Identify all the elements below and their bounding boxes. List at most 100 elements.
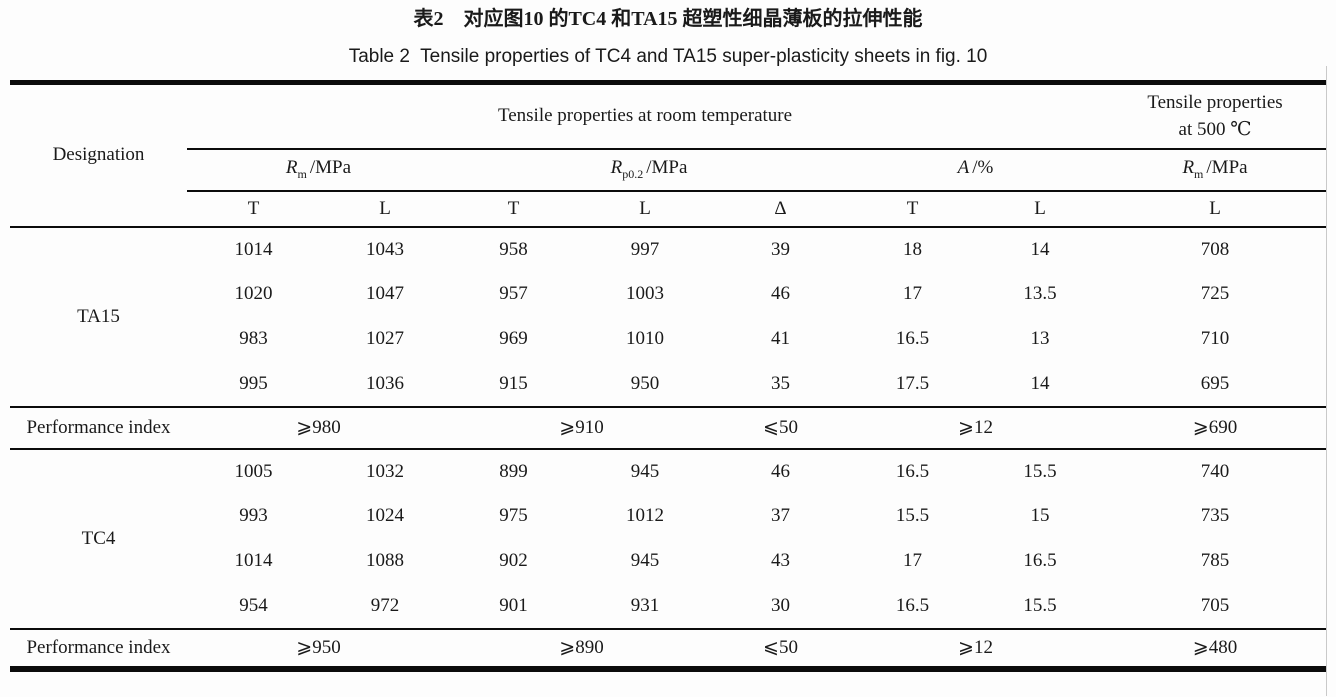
col-header-direction: L [639,197,651,219]
data-cell: 16.5 [895,328,930,349]
data-cell: 997 [630,238,660,260]
tc4-performance-index-row: Performance index ⩾950 ⩾890 ⩽50 ⩾12 ⩾480 [10,629,1327,669]
data-cell: 710 [1200,328,1230,349]
data-cell: 957 [499,283,528,304]
data-cell: 16.5 [895,594,930,616]
data-cell: 46 [771,460,790,482]
data-cell: 46 [771,283,790,304]
data-cell: 41 [771,328,790,349]
col-group-500c: Tensile properties at 500 ℃ [1103,82,1328,150]
quantity-subscript: m [1194,166,1204,181]
table-row: 1014 1088 902 945 43 17 16.5 785 [10,539,1327,584]
performance-index-label: Performance index [26,416,171,438]
table-row: TA15 1014 1043 958 997 39 18 14 708 [10,227,1327,327]
quantity-unit: /MPa [1206,157,1248,179]
data-cell: 1003 [626,283,664,304]
data-cell: 17 [903,550,922,571]
data-cell: 915 [499,372,528,394]
data-cell: 30 [771,594,790,616]
data-cell: 43 [771,550,790,571]
data-cell: 15.5 [1023,594,1057,616]
data-cell: 35 [771,372,790,394]
data-cell: 1010 [626,328,664,349]
page: { "titles": { "zh": "表2 对应图10 的TC4 和TA15… [0,6,1336,697]
data-cell: 1020 [234,283,273,304]
table-header: Designation Tensile properties at room t… [10,82,1328,227]
performance-index-value: ⩾690 [1192,417,1238,438]
performance-index-value: ⩾980 [296,417,341,438]
performance-index-value: ⩽50 [763,417,798,438]
data-cell: 708 [1200,238,1230,260]
table-row: 995 1036 915 950 35 17.5 14 695 [10,362,1327,407]
col-header-designation: Designation [52,144,145,166]
table-title-chinese: 表2 对应图10 的TC4 和TA15 超塑性细晶薄板的拉伸性能 [413,8,923,30]
data-cell: 899 [499,460,528,482]
quantity-symbol: R [1182,157,1195,179]
data-cell: 1027 [366,328,404,349]
performance-index-value: ⩾950 [296,637,341,658]
data-cell: 972 [370,594,400,616]
data-cell: 16.5 [895,460,930,482]
col-group-rm-room: Rm/MPa [187,148,450,192]
col-group-500c-line2: at 500 ℃ [1178,119,1252,141]
data-cell: 14 [1030,238,1050,260]
header-row-directions: T L T L Δ T L L [10,191,1327,227]
quantity-unit: /MPa [309,157,352,179]
table-title-english: Table 2 Tensile properties of TC4 and TA… [348,46,988,67]
col-header-direction: T [507,197,520,219]
data-cell: 969 [499,328,528,349]
data-cell: 1012 [626,505,664,526]
data-cell: 17.5 [895,372,930,394]
data-cell: 735 [1200,505,1230,526]
quantity-subscript: m [297,166,307,181]
quantity-symbol: R [285,157,298,179]
data-cell: 950 [630,372,660,394]
data-cell: 975 [499,505,528,526]
data-cell: 1043 [366,238,404,260]
page-edge-artifact [1326,66,1327,696]
header-row-spanning: Designation Tensile properties at room t… [10,82,1328,165]
data-cell: 945 [630,460,660,482]
table-row: 1020 1047 957 1003 46 17 13.5 725 [10,272,1327,317]
col-header-direction: L [379,197,391,219]
data-cell: 14 [1030,372,1050,394]
data-cell: 983 [239,328,268,349]
col-header-direction: T [247,197,260,219]
data-cell: 1014 [234,238,273,260]
data-cell: 1036 [366,372,404,394]
performance-index-value: ⩽50 [763,637,798,658]
data-cell: 1005 [234,460,273,482]
table-row: 983 1027 969 1010 41 16.5 13 710 [10,317,1327,362]
col-group-rp02: Rp0.2/MPa [450,148,848,192]
quantity-symbol: R [610,157,623,179]
data-cell: 18 [903,238,922,260]
data-cell: 15.5 [895,505,930,526]
header-row-quantities: Rm/MPa Rp0.2/MPa A/% Rm/MPa [10,148,1328,192]
quantity-unit: /MPa [646,157,688,179]
col-header-direction: Δ [774,197,787,219]
data-cell: 15 [1030,505,1050,526]
quantity-subscript: p0.2 [622,166,644,181]
data-cell: 1024 [366,505,404,526]
data-cell: 902 [499,550,528,571]
data-cell: 725 [1200,283,1230,304]
data-cell: 13.5 [1023,283,1057,304]
col-header-direction: L [1209,197,1221,219]
performance-index-value: ⩾890 [559,637,604,658]
data-cell: 931 [630,594,660,616]
data-cell: 1047 [366,283,404,304]
col-header-direction: T [906,197,919,219]
data-cell: 13 [1030,328,1050,349]
col-header-direction: L [1034,197,1046,219]
table-row: 993 1024 975 1012 37 15.5 15 735 [10,494,1327,539]
table-row: Performance index ⩾980 ⩾910 ⩽50 ⩾12 ⩾690 [10,407,1327,449]
performance-index-label: Performance index [26,636,171,658]
data-cell: 17 [903,283,922,304]
data-cell: 1032 [366,460,404,482]
performance-index-value: ⩾480 [1192,637,1238,658]
col-group-rm-500c: Rm/MPa [1103,148,1328,192]
table-row: 954 972 901 931 30 16.5 15.5 705 [10,584,1327,629]
table-row: TC4 1005 1032 899 945 46 16.5 15.5 740 [10,449,1327,549]
performance-index-value: ⩾12 [958,417,993,438]
data-cell: 945 [630,550,660,571]
